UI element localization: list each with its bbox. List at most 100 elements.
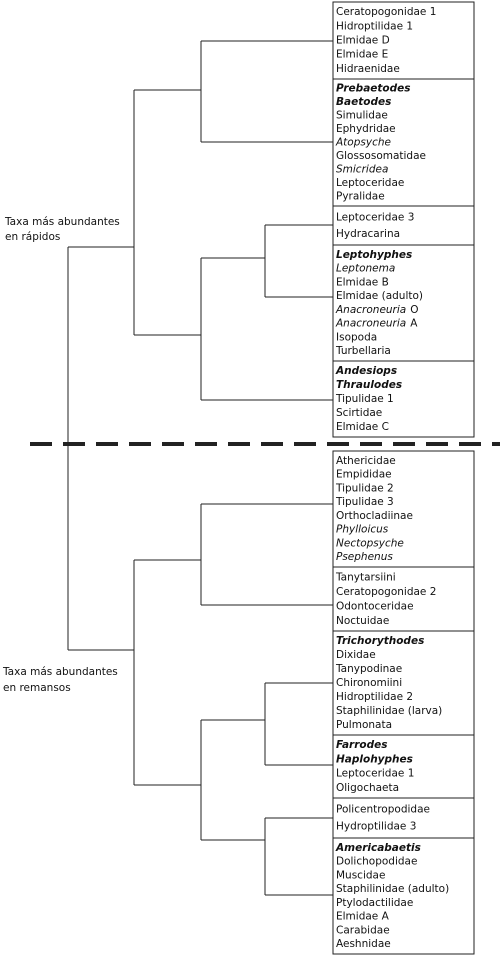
taxon: Leptoceridae (336, 177, 404, 189)
taxon: Elmidae (adulto) (336, 290, 423, 302)
taxon-name: Tanypodinae (335, 663, 402, 675)
tree-lines (67, 40, 333, 896)
taxon-name: Pyralidae (336, 190, 385, 202)
taxon-name: Elmidae E (336, 49, 388, 61)
taxon-name: Scirtidae (336, 407, 382, 419)
taxon-name: Anacroneuria (335, 304, 406, 316)
taxon: Hydracarina (336, 228, 400, 240)
taxon-name: Ceratopogonidae 2 (336, 586, 436, 598)
taxon: Chironomiini (336, 677, 402, 689)
taxon-name: Isopoda (336, 331, 377, 343)
taxon: Athericidae (336, 455, 396, 467)
taxon-name: Andesiops (335, 365, 397, 377)
group-label: en remansos (3, 682, 71, 694)
taxon: Hydroptilidae 3 (336, 821, 416, 833)
taxa-box: Policentropodidae Hydroptilidae 3 (332, 797, 475, 839)
taxon-name: Oligochaeta (336, 782, 399, 794)
taxon-name: Haplohyphes (336, 753, 413, 765)
taxon-name: Elmidae C (336, 421, 389, 433)
taxon-name: Leptohyphes (336, 249, 412, 261)
taxon: Elmidae A (336, 911, 390, 923)
taxon-name: Trichorythodes (336, 635, 424, 647)
taxon: Leptoceridae 3 (336, 211, 414, 223)
taxon: Pulmonata (336, 719, 392, 731)
taxon: Thraulodes (336, 379, 402, 391)
taxon-name: Hidroptilidae 2 (336, 691, 413, 703)
taxon: Anacroneuria A (335, 318, 418, 330)
taxon-name: Leptoceridae 3 (336, 211, 414, 223)
taxon-name: Leptoceridae 1 (336, 768, 414, 780)
taxon-name: Simulidae (336, 110, 388, 122)
taxon: Nectopsyche (336, 537, 404, 549)
taxon-name: Ephydridae (336, 123, 396, 135)
taxon: Baetodes (336, 96, 391, 108)
box (332, 837, 475, 955)
taxon: Staphilinidae (adulto) (336, 883, 449, 895)
taxon: Tanypodinae (335, 663, 402, 675)
taxon-name: Orthocladiinae (336, 510, 413, 522)
taxon-name: Smicridea (336, 163, 388, 175)
taxon-name: Carabidae (336, 924, 390, 936)
box (332, 360, 475, 438)
taxon-name: Hydracarina (336, 228, 400, 240)
taxon: Policentropodidae (336, 804, 430, 816)
taxon-name: Muscidae (336, 869, 385, 881)
taxon: Muscidae (336, 869, 385, 881)
taxon-name: Farrodes (336, 739, 388, 751)
taxon-name: Athericidae (336, 455, 396, 467)
taxa-box: Leptoceridae 3 Hydracarina (332, 205, 475, 246)
taxon-name: Policentropodidae (336, 804, 430, 816)
box (332, 797, 475, 839)
taxon-name: Leptoceridae (336, 177, 404, 189)
taxon: Aeshnidae (336, 938, 391, 950)
taxon-name: Chironomiini (336, 677, 402, 689)
taxon: Leptoceridae 1 (336, 768, 414, 780)
taxa-box: Trichorythodes Dixidae Tanypodinae Chironom… (332, 630, 475, 736)
taxon-name: Ceratopogonidae 1 (336, 6, 436, 18)
taxon: Simulidae (336, 110, 388, 122)
taxon-name: Aeshnidae (336, 938, 391, 950)
group-label: Taxa más abundantes (4, 216, 120, 228)
taxon: Carabidae (336, 924, 390, 936)
taxon-name: Pulmonata (336, 719, 392, 731)
taxon: Elmidae E (336, 49, 388, 61)
box (332, 734, 475, 799)
box (332, 566, 475, 632)
taxon-name: Elmidae B (336, 276, 389, 288)
taxon: Dixidae (336, 649, 376, 661)
taxon-name: Anacroneuria (335, 318, 406, 330)
taxon-name: Atopsyche (335, 137, 391, 149)
taxon-name: Psephenus (336, 551, 393, 563)
taxon-name: Americabaetis (335, 842, 421, 854)
taxon-name: Tipulidae 2 (335, 482, 394, 494)
taxon-name: Elmidae D (336, 35, 390, 47)
taxon: Anacroneuria O (335, 304, 419, 316)
taxa-box: Ceratopogonidae 1 Hidroptilidae 1 Elmidae … (332, 1, 475, 80)
taxon-name: Hidroptilidae 1 (336, 20, 413, 32)
taxon: Ptylodactilidae (336, 897, 413, 909)
taxon: Psephenus (336, 551, 393, 563)
taxon-name: Tanytarsiini (335, 571, 396, 583)
box (332, 450, 475, 568)
taxon: Turbellaria (335, 345, 391, 357)
taxon: Tipulidae 2 (335, 482, 394, 494)
taxon-name: Elmidae (adulto) (336, 290, 423, 302)
taxon: Tanytarsiini (335, 571, 396, 583)
taxon: Staphilinidae (larva) (336, 705, 442, 717)
taxon: Leptonema (336, 263, 395, 275)
taxon: Ceratopogonidae 2 (336, 586, 436, 598)
taxon: Hidraenidae (336, 63, 400, 75)
box (332, 630, 475, 736)
taxon-name: Phylloicus (336, 524, 389, 536)
taxon-name: Ptylodactilidae (336, 897, 413, 909)
taxon-name: Staphilinidae (adulto) (336, 883, 449, 895)
taxon: Noctuidae (336, 615, 389, 627)
taxon: Trichorythodes (336, 635, 424, 647)
taxon-name: Hidraenidae (336, 63, 400, 75)
taxon: Ephydridae (336, 123, 396, 135)
taxon-name: Staphilinidae (larva) (336, 705, 442, 717)
taxon: Scirtidae (336, 407, 382, 419)
